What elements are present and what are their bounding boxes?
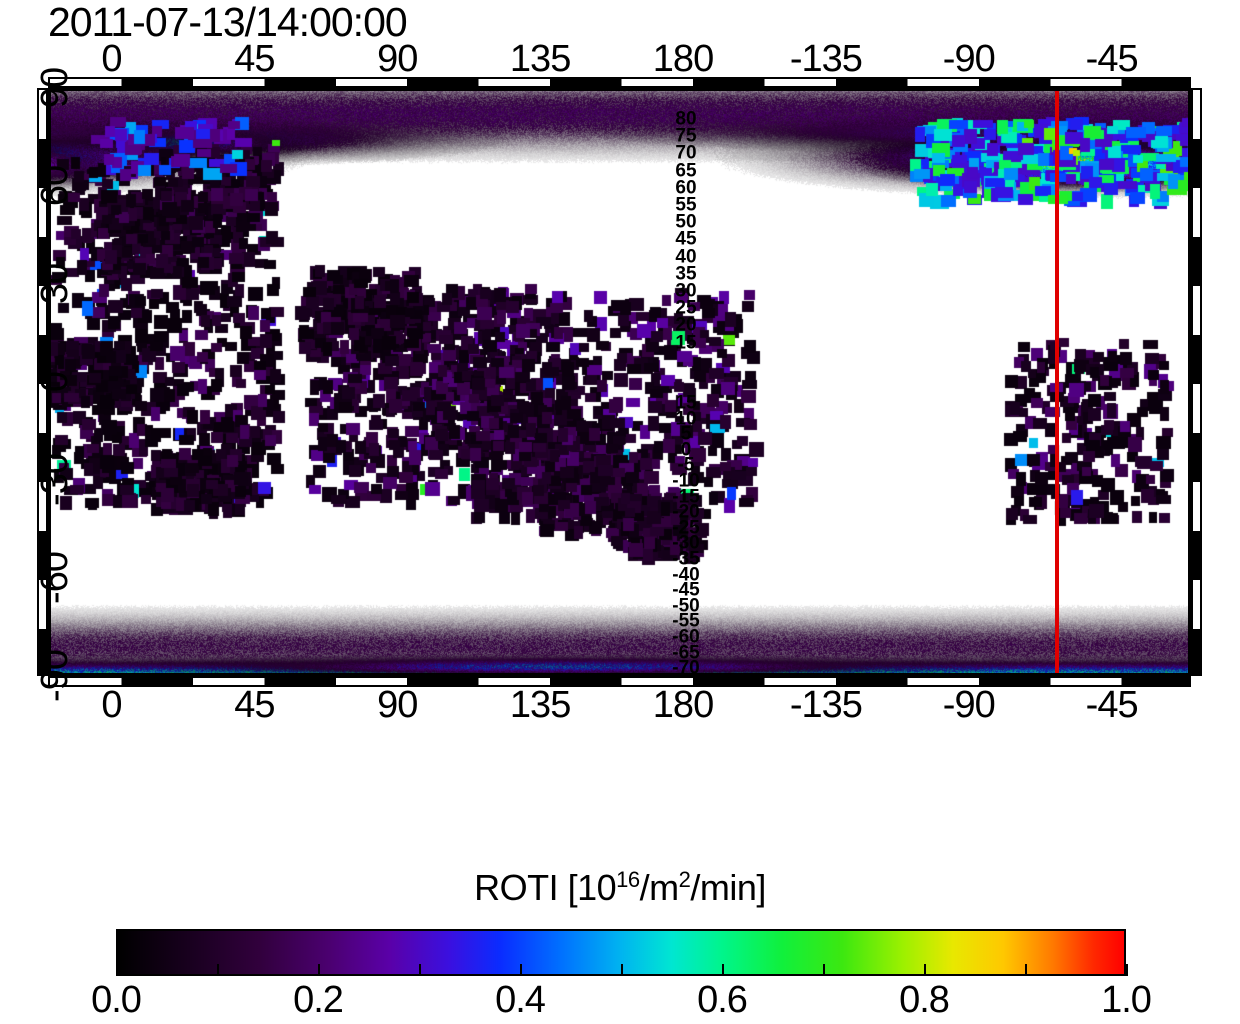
top-axis-label-90: 90 [377,40,417,78]
colorbar-label-0.6: 0.6 [697,980,747,1020]
left-axis-label-0: 0 [36,372,74,392]
colorbar-label-1.0: 1.0 [1101,980,1151,1020]
colorbar-ticks [116,929,1126,976]
bottom-axis-label-135: 135 [510,686,570,724]
colorbar-tick [520,964,522,976]
left-axis-label-60: 60 [36,166,74,206]
colorbar-title-exponent2: 2 [679,867,691,892]
top-axis-label--135: -135 [790,40,862,78]
bottom-axis-label--90: -90 [943,686,995,724]
magnetic-latitude-label--70: -70 [672,659,699,673]
top-axis-label-135: 135 [510,40,570,78]
top-axis-band [48,77,1191,88]
colorbar-tick [116,964,118,976]
colorbar-tick [1025,964,1027,976]
left-axis-label-30: 30 [36,264,74,304]
colorbar-title-exponent: 16 [616,867,639,892]
colorbar-label-0.0: 0.0 [91,980,141,1020]
red-meridian-line [1055,91,1059,673]
bottom-axis-labels: 0 45 90 135 180 -135 -90 -45 [0,686,1240,730]
bottom-axis-label--45: -45 [1086,686,1138,724]
top-axis-label-180: 180 [653,40,713,78]
colorbar-label-0.2: 0.2 [293,980,343,1020]
magnetic-latitude-label-15: 15 [675,333,696,352]
top-axis-label--45: -45 [1086,40,1138,78]
bottom-axis-label-0: 0 [101,686,121,724]
colorbar-label-0.8: 0.8 [899,980,949,1020]
colorbar-title-main: ROTI [10 [474,867,616,908]
map-plot-area[interactable]: 8075706560555045403530252015151050-5-10-… [48,88,1191,676]
left-axis-label--90: -90 [36,650,74,702]
bottom-axis-label-45: 45 [234,686,274,724]
bottom-axis-label-90: 90 [377,686,417,724]
colorbar-tick [217,964,219,976]
colorbar-tick [722,964,724,976]
top-axis-label--90: -90 [943,40,995,78]
bottom-axis-label--135: -135 [790,686,862,724]
colorbar-tick [1126,964,1128,976]
colorbar-label-0.4: 0.4 [495,980,545,1020]
colorbar-tick [318,964,320,976]
colorbar-tick [419,964,421,976]
top-axis-label-45: 45 [234,40,274,78]
bottom-axis-label-180: 180 [653,686,713,724]
colorbar-title-end: /min] [690,867,766,908]
right-axis-band [1191,88,1202,676]
left-axis-label--60: -60 [36,552,74,604]
colorbar-title: ROTI [1016/m2/min] [0,868,1240,908]
left-axis-label--30: -30 [36,454,74,506]
colorbar-tick [621,964,623,976]
colorbar-tick [924,964,926,976]
colorbar-tick-labels: 0.0 0.2 0.4 0.6 0.8 1.0 [0,980,1240,1024]
colorbar-tick [823,964,825,976]
left-axis-label-90: 90 [36,68,74,108]
colorbar-title-mid: /m [640,867,679,908]
top-axis-label-0: 0 [101,40,121,78]
map-canvas-wrapper: 8075706560555045403530252015151050-5-10-… [51,91,1188,673]
roti-heatmap-canvas [51,91,1188,673]
